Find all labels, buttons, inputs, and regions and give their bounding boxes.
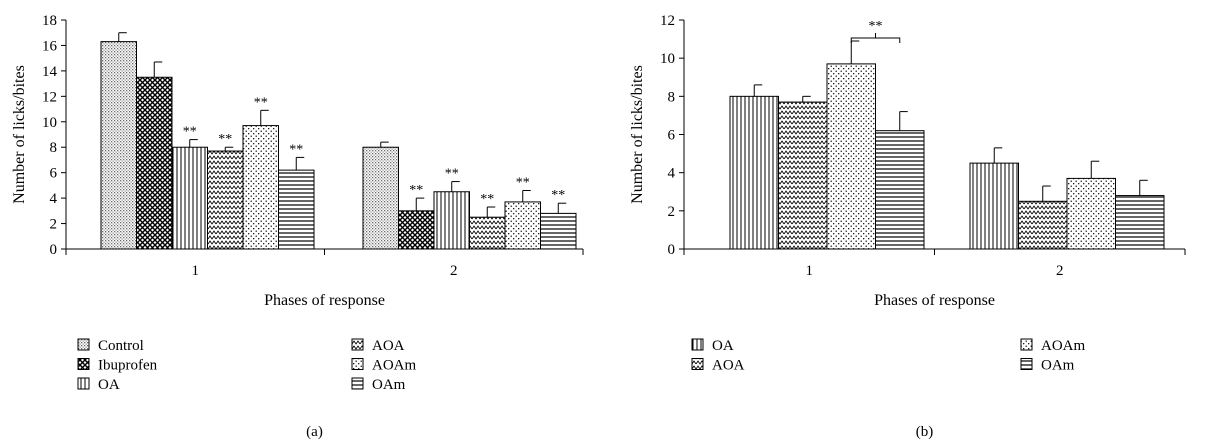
x-axis-title: Phases of response: [264, 292, 385, 309]
significance-label: **: [869, 19, 883, 34]
significance-label: **: [551, 188, 565, 203]
bar: [729, 95, 779, 250]
legend-swatch: [351, 358, 364, 370]
legend-swatch: [691, 338, 704, 351]
y-tick-label: 4: [50, 191, 58, 207]
bar: [278, 169, 315, 250]
x-tick-label: 1: [806, 263, 814, 279]
y-tick-label: 14: [42, 64, 58, 80]
legend-swatch: [77, 377, 90, 390]
legend-label: AOA: [372, 338, 405, 354]
y-tick-label: 8: [668, 89, 676, 105]
y-tick-label: 8: [50, 140, 58, 156]
bar: [100, 41, 137, 250]
bar: [1018, 200, 1068, 250]
legend-label: AOA: [712, 358, 745, 374]
bar: [778, 101, 828, 250]
y-axis-title: Number of licks/bites: [11, 65, 28, 204]
bar: [362, 146, 399, 250]
legend-label: Ibuprofen: [98, 358, 158, 374]
x-tick-label: 2: [450, 263, 458, 279]
legend-label: Control: [98, 338, 144, 354]
legend-swatch: [1020, 338, 1033, 351]
significance-label: **: [480, 192, 494, 207]
y-tick-label: 6: [668, 128, 676, 144]
legend-swatch: [351, 377, 364, 390]
y-tick-label: 6: [50, 166, 58, 182]
y-tick-label: 0: [668, 242, 676, 258]
legend-label: OA: [712, 338, 734, 354]
y-tick-label: 18: [42, 13, 57, 29]
significance-label: **: [254, 95, 268, 110]
bar: [540, 212, 577, 250]
bar: [1115, 195, 1165, 250]
legend-swatch: [77, 358, 90, 370]
bar: [242, 125, 279, 250]
y-tick-label: 10: [42, 115, 57, 131]
bar: [136, 76, 173, 250]
legend-label: AOAm: [372, 358, 416, 374]
y-tick-label: 12: [660, 13, 675, 29]
bar: [207, 150, 244, 250]
legend-swatch: [1020, 358, 1033, 370]
panel-label: (a): [306, 424, 323, 440]
significance-label: **: [183, 125, 197, 140]
y-axis-title: Number of licks/bites: [629, 65, 646, 204]
y-tick-label: 12: [42, 89, 57, 105]
bar: [969, 162, 1019, 250]
legend-swatch: [77, 338, 90, 351]
bar: [875, 130, 925, 250]
legend-label: AOAm: [1041, 338, 1085, 354]
legend-swatch: [691, 358, 704, 370]
bar: [433, 191, 470, 250]
significance-label: **: [289, 142, 303, 157]
y-tick-label: 16: [42, 38, 58, 54]
legend-label: OA: [98, 377, 120, 393]
x-axis-title: Phases of response: [874, 292, 995, 309]
y-tick-label: 0: [50, 242, 58, 258]
panel-label: (b): [916, 424, 934, 440]
bar: [826, 63, 876, 250]
x-tick-label: 2: [1056, 263, 1064, 279]
y-tick-label: 2: [50, 217, 58, 233]
legend-swatch: [351, 338, 364, 351]
significance-label: **: [218, 132, 232, 147]
legend-label: OAm: [1041, 358, 1075, 374]
significance-label: **: [445, 167, 459, 182]
bar: [398, 210, 435, 250]
y-tick-label: 10: [660, 51, 675, 67]
y-tick-label: 4: [668, 166, 676, 182]
bar: [1066, 177, 1116, 250]
y-tick-label: 2: [668, 204, 676, 220]
bar: [504, 201, 541, 250]
legend-label: OAm: [372, 377, 406, 393]
bar: [171, 146, 208, 250]
significance-label: **: [516, 175, 530, 190]
bar: [469, 216, 506, 250]
x-tick-label: 1: [192, 263, 200, 279]
significance-label: **: [409, 183, 423, 198]
